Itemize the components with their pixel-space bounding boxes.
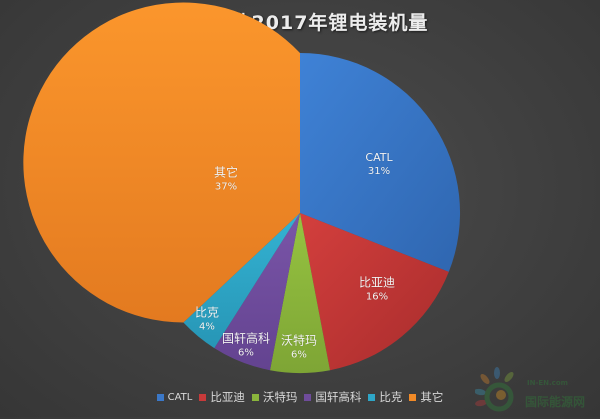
legend-item-guoxuan[interactable]: 国轩高科 xyxy=(304,389,361,405)
chart-legend: CATL 比亚迪 沃特玛 国轩高科 比克 其它 xyxy=(0,389,600,405)
label-bike: 比克 4% xyxy=(194,305,220,333)
slice-wotema[interactable] xyxy=(270,213,330,374)
legend-item-bike[interactable]: 比克 xyxy=(368,389,402,405)
sun-logo-icon xyxy=(474,367,514,412)
slice-catl[interactable] xyxy=(300,52,461,272)
slice-others[interactable] xyxy=(23,2,300,323)
legend-item-wotema[interactable]: 沃特玛 xyxy=(251,389,297,405)
legend-item-byd[interactable]: 比亚迪 xyxy=(199,389,245,405)
label-wotema: 沃特玛 6% xyxy=(280,333,318,361)
legend-item-others[interactable]: 其它 xyxy=(409,389,443,405)
legend-swatch-icon xyxy=(409,393,417,401)
legend-swatch-icon xyxy=(304,393,312,401)
label-byd: 比亚迪 16% xyxy=(358,275,396,303)
label-catl: CATL 31% xyxy=(365,151,393,177)
legend-swatch-icon xyxy=(368,393,376,401)
legend-swatch-icon xyxy=(156,393,164,401)
slice-bike[interactable] xyxy=(183,213,300,349)
label-others: 其它 37% xyxy=(213,165,239,193)
watermark-logo: IN-EN.com 国际能源网 xyxy=(474,365,600,415)
legend-swatch-icon xyxy=(199,393,207,401)
slice-byd[interactable] xyxy=(300,213,449,371)
label-guoxuan: 国轩高科 6% xyxy=(221,331,271,359)
slice-guoxuan[interactable] xyxy=(214,213,300,371)
legend-item-catl[interactable]: CATL xyxy=(156,392,192,403)
legend-swatch-icon xyxy=(251,393,259,401)
